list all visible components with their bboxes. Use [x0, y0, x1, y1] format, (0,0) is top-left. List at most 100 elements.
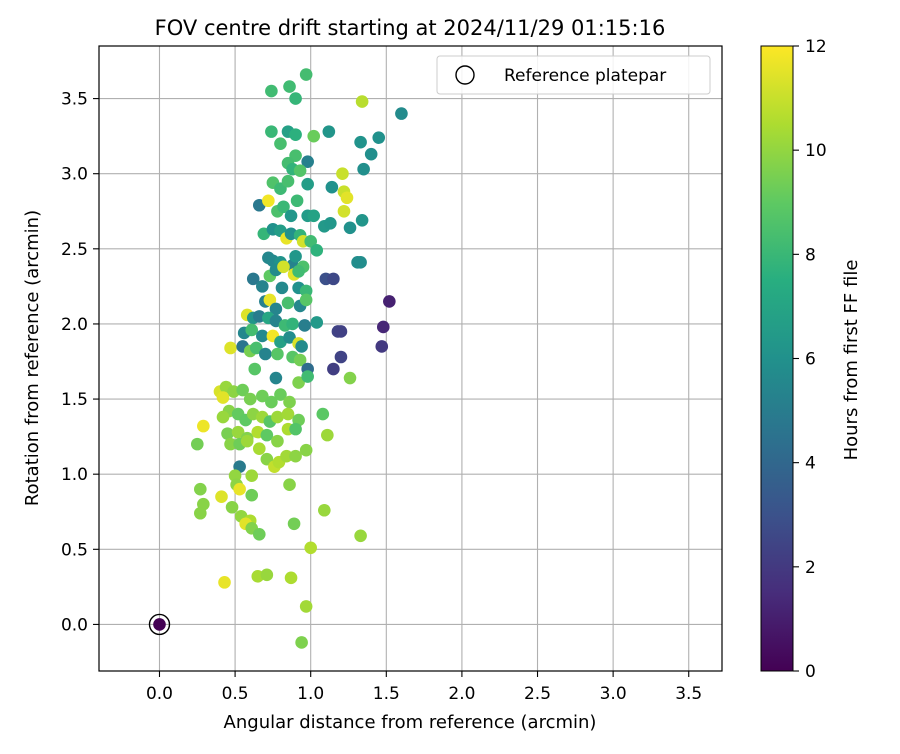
data-point	[304, 541, 317, 555]
grid-lines	[99, 46, 722, 671]
data-point	[224, 437, 237, 451]
data-point	[327, 362, 340, 376]
data-point	[245, 323, 259, 337]
data-point	[354, 529, 367, 543]
x-tick-label: 0.5	[222, 684, 249, 704]
y-tick-label: 2.5	[61, 240, 88, 260]
colorbar-tick-label: 10	[805, 141, 827, 161]
data-point	[295, 340, 308, 353]
y-tick-label: 2.0	[61, 315, 88, 335]
data-point	[322, 125, 336, 138]
data-point	[324, 216, 337, 230]
data-point	[190, 437, 204, 451]
x-tick-label: 3.5	[675, 684, 702, 704]
data-point	[280, 449, 293, 463]
data-point	[310, 244, 324, 257]
data-point	[197, 419, 210, 433]
data-point	[299, 600, 313, 613]
data-point	[357, 162, 370, 176]
data-point	[281, 296, 295, 310]
data-point	[256, 280, 269, 293]
data-point	[274, 137, 287, 150]
data-point	[277, 260, 290, 274]
legend-box	[436, 55, 711, 95]
data-point	[246, 272, 260, 286]
x-tick-label: 2.5	[524, 684, 551, 704]
data-point	[245, 469, 259, 482]
data-point	[194, 506, 207, 520]
data-point	[252, 442, 266, 455]
data-point	[307, 129, 321, 143]
data-point	[284, 209, 298, 223]
data-point	[153, 618, 166, 631]
y-tick-label: 1.5	[61, 390, 88, 410]
x-tick-label: 1.5	[373, 684, 400, 704]
legend-reference-marker	[455, 65, 475, 85]
colorbar-tick-label: 6	[805, 350, 816, 370]
data-point	[289, 128, 302, 141]
data-point	[343, 221, 357, 235]
chart-title: FOV centre drift starting at 2024/11/29 …	[155, 16, 666, 40]
data-point	[224, 341, 237, 355]
data-point	[304, 235, 317, 248]
x-axis-ticks: 0.0 0.5 1.0 1.5 2.0 2.5 3.0 3.5	[146, 671, 702, 704]
data-point	[327, 272, 340, 286]
data-point	[284, 571, 298, 585]
x-tick-label: 2.0	[448, 684, 475, 704]
data-point	[240, 434, 254, 448]
data-point	[225, 500, 239, 514]
data-point	[216, 391, 230, 404]
data-point	[354, 135, 367, 149]
data-point	[337, 204, 351, 218]
data-point	[233, 482, 246, 496]
y-tick-label: 0.0	[61, 615, 88, 635]
data-point	[340, 191, 354, 205]
data-point	[289, 250, 302, 263]
data-point	[299, 443, 313, 457]
data-point	[375, 340, 389, 353]
data-point	[355, 95, 369, 108]
data-point	[216, 410, 230, 424]
data-point	[277, 200, 290, 214]
data-point	[343, 371, 357, 385]
data-point	[260, 428, 274, 442]
data-point	[355, 213, 369, 227]
data-point	[307, 209, 321, 223]
data-point	[336, 167, 349, 181]
data-point	[376, 320, 390, 334]
data-point	[194, 482, 207, 496]
colorbar-tick-label: 8	[805, 245, 816, 265]
data-point	[263, 293, 277, 307]
data-point	[236, 383, 249, 397]
data-point	[295, 636, 308, 649]
y-tick-label: 1.0	[61, 465, 88, 485]
data-point	[283, 331, 296, 344]
y-axis-label: Rotation from reference (arcmin)	[22, 210, 43, 506]
data-point	[364, 147, 378, 161]
data-point	[316, 407, 330, 421]
colorbar-tick-label: 0	[805, 662, 816, 682]
data-point	[334, 350, 348, 364]
colorbar-ticks: 0 2 4 6 8 10 12	[793, 37, 827, 682]
data-point	[269, 302, 283, 316]
data-point	[286, 317, 299, 331]
data-point	[271, 347, 284, 361]
data-points	[148, 68, 408, 649]
data-point	[274, 388, 287, 401]
y-tick-label: 3.5	[61, 90, 88, 110]
data-point	[231, 425, 245, 439]
data-point	[334, 325, 348, 338]
plot-frame	[98, 45, 723, 672]
data-point	[292, 376, 305, 389]
data-point	[265, 125, 278, 138]
data-point	[299, 68, 313, 81]
data-point	[287, 517, 301, 531]
data-point	[293, 164, 307, 177]
data-point	[283, 80, 296, 93]
data-point	[318, 503, 331, 517]
data-point	[395, 107, 408, 120]
data-point	[354, 256, 367, 269]
data-point	[299, 293, 313, 307]
